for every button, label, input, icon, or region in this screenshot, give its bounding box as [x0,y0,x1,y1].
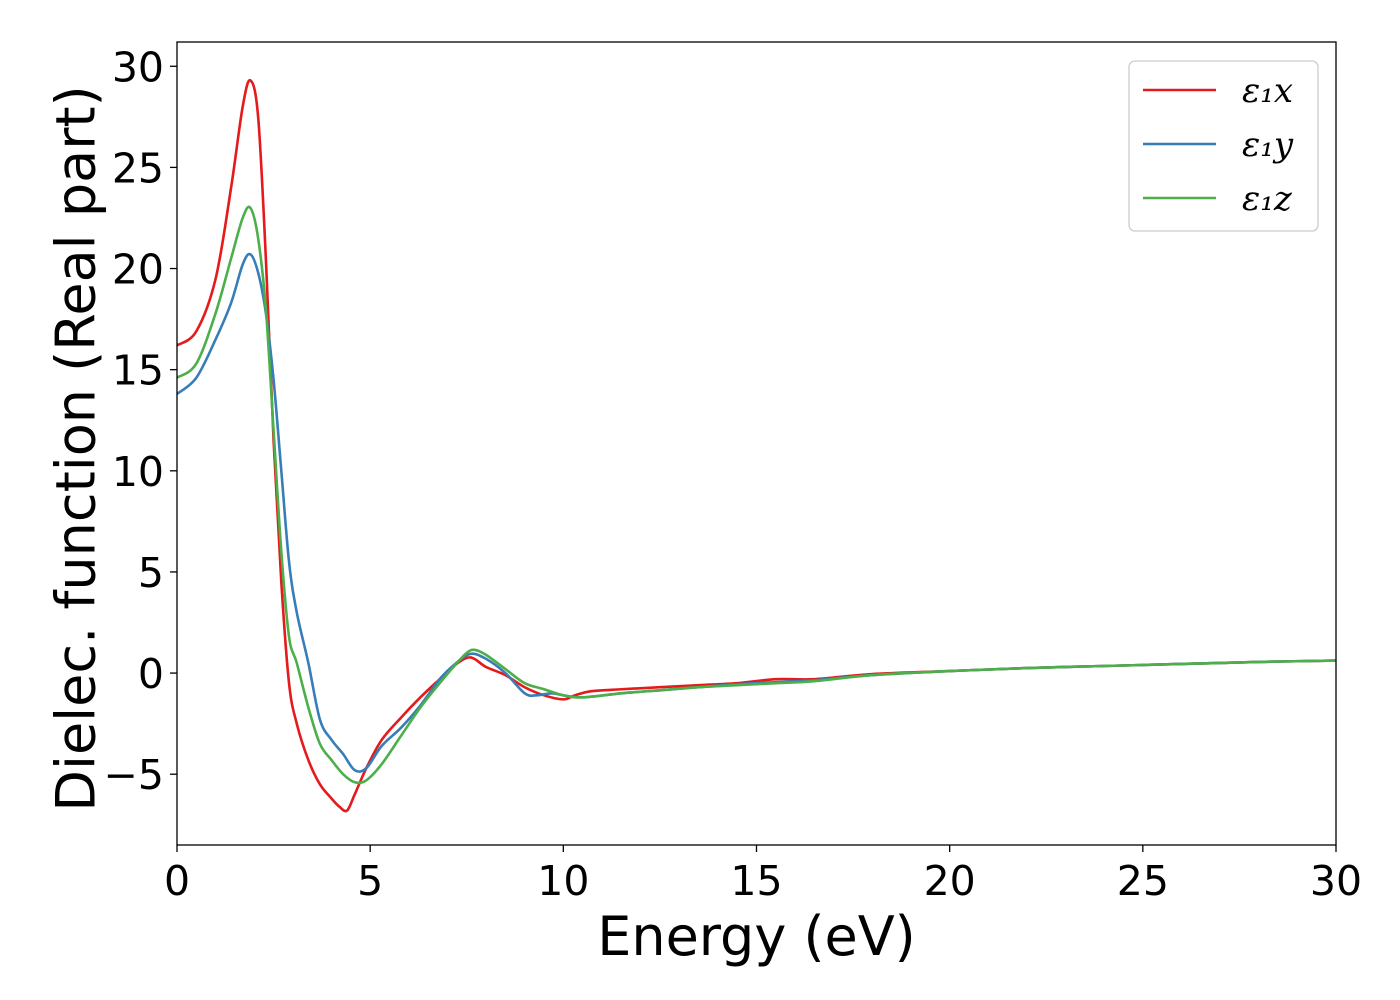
legend-label: ε₁x [1242,71,1293,111]
y-tick-label: 25 [112,144,164,192]
x-axis-title: Energy (eV) [597,905,916,968]
y-tick-label: 10 [112,448,164,496]
legend-label: ε₁z [1242,179,1293,219]
x-axis-ticks: 0 5 10 15 20 25 30 [164,845,1362,905]
y-tick-label: 30 [112,43,164,91]
y-tick-label: −5 [104,751,164,799]
y-tick-label: 20 [112,246,164,294]
x-tick-label: 30 [1310,857,1362,905]
y-tick-label: 15 [112,347,164,395]
y-tick-label: 0 [138,650,164,698]
x-tick-label: 10 [537,857,589,905]
y-axis-ticks: −5 0 5 10 15 20 25 30 [104,43,177,799]
series-line-2 [177,252,1336,773]
series-layer [177,79,1336,813]
legend-label: ε₁y [1242,125,1294,165]
y-tick-label: 5 [138,549,164,597]
x-tick-label: 5 [357,857,383,905]
x-tick-label: 25 [1117,857,1169,905]
legend-box [1128,60,1319,232]
y-axis-title: Dielec. function (Real part) [45,85,108,811]
x-tick-label: 20 [924,857,976,905]
legend: ε₁x ε₁y ε₁z [1128,60,1319,232]
series-line-3 [177,205,1336,785]
x-tick-label: 0 [164,857,190,905]
x-tick-label: 15 [730,857,782,905]
